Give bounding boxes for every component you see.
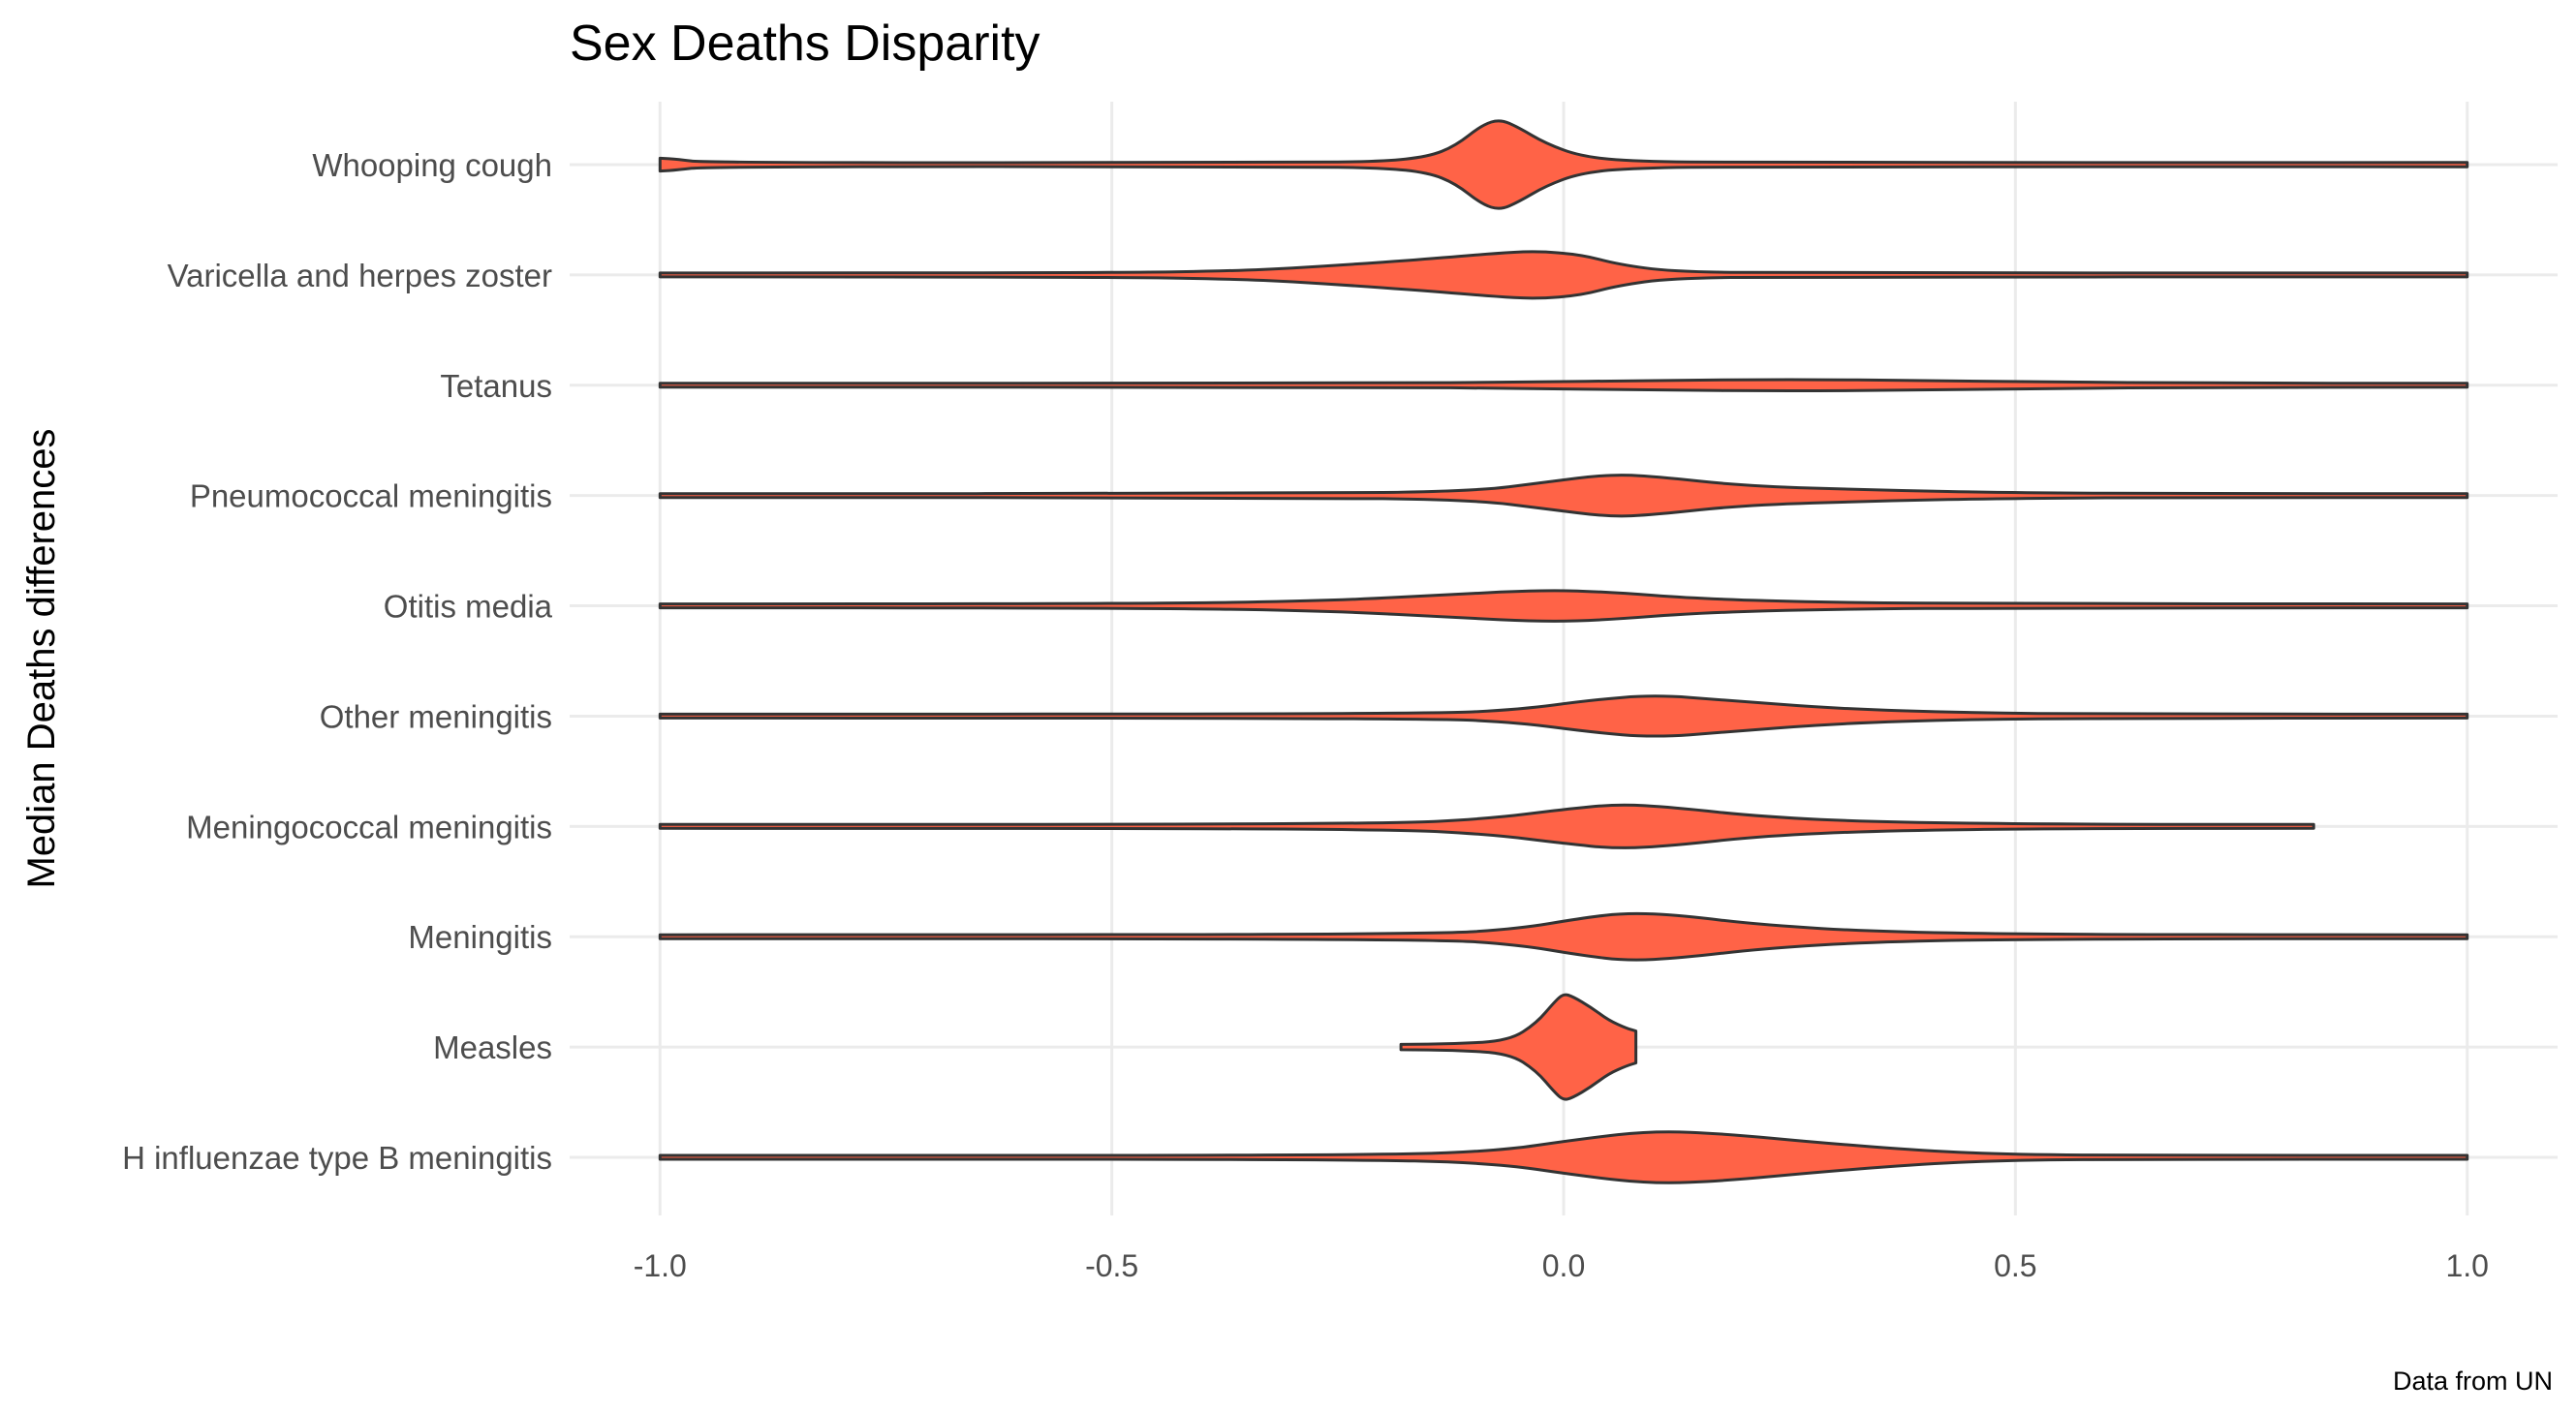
x-tick-labels: -1.0 -0.5 0.0 0.5 1.0 [634, 1248, 2489, 1283]
violin-otitis-media [658, 589, 2469, 623]
x-tick-label: 0.0 [1542, 1248, 1585, 1283]
violin-meningitis [658, 911, 2469, 962]
category-label: H influenzae type B meningitis [122, 1140, 552, 1176]
category-label: Otitis media [384, 589, 553, 625]
violin-whooping-cough [658, 119, 2469, 210]
category-label: Whooping cough [312, 147, 552, 183]
violin-meningococcal-meningitis [658, 803, 2315, 849]
category-label: Tetanus [440, 368, 552, 404]
category-label: Measles [433, 1029, 552, 1065]
violins [658, 119, 2469, 1184]
category-labels: Whooping cough Varicella and herpes zoste… [122, 147, 553, 1176]
violin-pneumococcal-meningitis [658, 474, 2469, 518]
violin-other-meningitis [658, 694, 2469, 738]
chart-title: Sex Deaths Disparity [570, 15, 1040, 72]
x-tick-label: -0.5 [1085, 1248, 1138, 1283]
category-label: Pneumococcal meningitis [190, 478, 552, 514]
violin-varicella-and-herpes-zoster [658, 250, 2469, 300]
category-label: Varicella and herpes zoster [168, 258, 552, 293]
violin-tetanus [658, 378, 2469, 393]
caption: Data from UN [2393, 1367, 2553, 1396]
category-label: Other meningitis [320, 698, 552, 734]
x-tick-label: 0.5 [1994, 1248, 2036, 1283]
category-label: Meningococcal meningitis [186, 809, 552, 845]
category-label: Meningitis [408, 919, 552, 955]
violin-h-influenzae-type-b-meningitis [658, 1130, 2469, 1184]
y-axis-label: Median Deaths differences [20, 428, 63, 888]
x-tick-label: -1.0 [634, 1248, 687, 1283]
x-tick-label: 1.0 [2445, 1248, 2488, 1283]
violin-measles [1399, 993, 1638, 1101]
